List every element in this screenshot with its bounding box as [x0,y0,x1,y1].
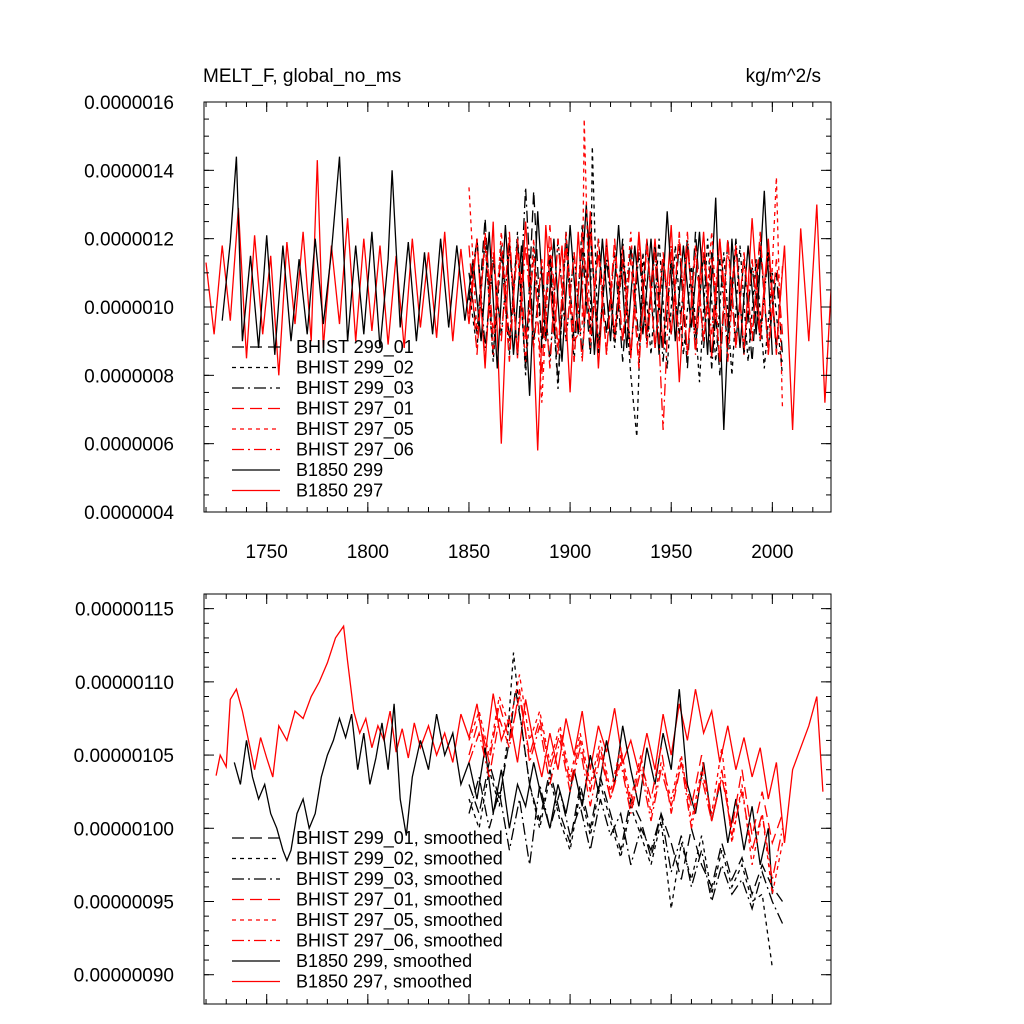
bottom-chart-legend-label: BHIST 297_01, smoothed [296,890,503,911]
top-chart-legend-label: BHIST 297_01 [296,399,414,420]
bottom-chart: 0.00000090 0.00000095 0.00000100 0.00000105… [74,593,832,1005]
top-chart-y-tick-label: 0.0000010 [84,298,174,319]
bottom-chart-series-line-1 [233,689,773,895]
top-chart-legend-label: BHIST 297_05 [296,419,414,440]
top-chart-units: kg/m^2/s [746,66,821,87]
bottom-chart-series-line-7 [468,689,784,880]
bottom-chart-legend-label: BHIST 299_02, smoothed [296,849,503,870]
bottom-chart-series-line-2 [468,689,784,902]
bottom-chart-y-tick-label: 0.00000100 [74,819,174,840]
bottom-chart-series-line-3 [468,652,773,968]
top-chart-y-tick-label: 0.0000006 [84,435,174,456]
top-chart-y-tick-label: 0.0000012 [84,230,174,251]
top-chart-x-tick-label: 1950 [650,542,692,563]
top-chart-x-tick-label: 1850 [448,542,490,563]
top-chart-title: MELT_F, global_no_ms [203,66,401,87]
bottom-chart-series-line-5 [468,696,784,846]
top-chart-series-line-7 [468,231,784,431]
bottom-chart-y-tick-label: 0.00000105 [74,746,174,767]
top-chart-axes: 1750 1800 1850 1900 1950 2000 0.0000004 0.00000… [84,93,832,563]
top-chart-legend-label: B1850 297 [296,481,383,501]
top-chart-x-tick-label: 1750 [246,542,288,563]
bottom-chart-legend-label: BHIST 299_01, smoothed [296,828,503,849]
bottom-chart-y-tick-label: 0.00000095 [74,893,174,914]
bottom-chart-legend-label: B1850 297, smoothed [296,972,472,992]
bottom-chart-legend-label: BHIST 297_06, smoothed [296,931,503,952]
top-chart-y-tick-label: 0.0000004 [84,503,174,524]
bottom-chart-series-group [215,624,824,968]
top-chart-y-tick-label: 0.0000008 [84,366,174,387]
bottom-chart-legend-label: B1850 299, smoothed [296,951,472,971]
top-chart: 1750 1800 1850 1900 1950 2000 0.0000004 0.00000… [84,93,832,563]
top-chart-y-tick-label: 0.0000014 [84,161,174,182]
top-chart-legend-label: B1850 299 [296,460,383,480]
top-chart-series-group [205,119,831,451]
top-chart-legend-label: BHIST 299_02 [296,358,414,379]
bottom-chart-legend-label: BHIST 297_05, smoothed [296,910,503,931]
top-chart-y-tick-label: 0.0000016 [84,93,174,114]
bottom-chart-y-tick-label: 0.00000110 [75,673,174,694]
bottom-chart-y-tick-label: 0.00000115 [75,600,174,621]
bottom-chart-series-line-4 [468,776,784,924]
top-chart-legend-label: BHIST 299_03 [296,378,414,399]
bottom-chart-y-tick-label: 0.00000090 [74,966,174,987]
top-chart-series-line-1 [221,156,773,431]
bottom-chart-axes: 0.00000090 0.00000095 0.00000100 0.00000105… [74,593,832,1005]
bottom-chart-series-line-0 [215,624,824,843]
top-chart-x-tick-label: 1800 [347,542,389,563]
bottom-chart-legend-label: BHIST 299_03, smoothed [296,869,503,890]
top-chart-legend-label: BHIST 299_01 [296,337,414,358]
top-chart-legend-label: BHIST 297_06 [296,440,414,461]
top-chart-x-tick-label: 2000 [751,542,793,563]
top-chart-x-tick-label: 1900 [549,542,591,563]
